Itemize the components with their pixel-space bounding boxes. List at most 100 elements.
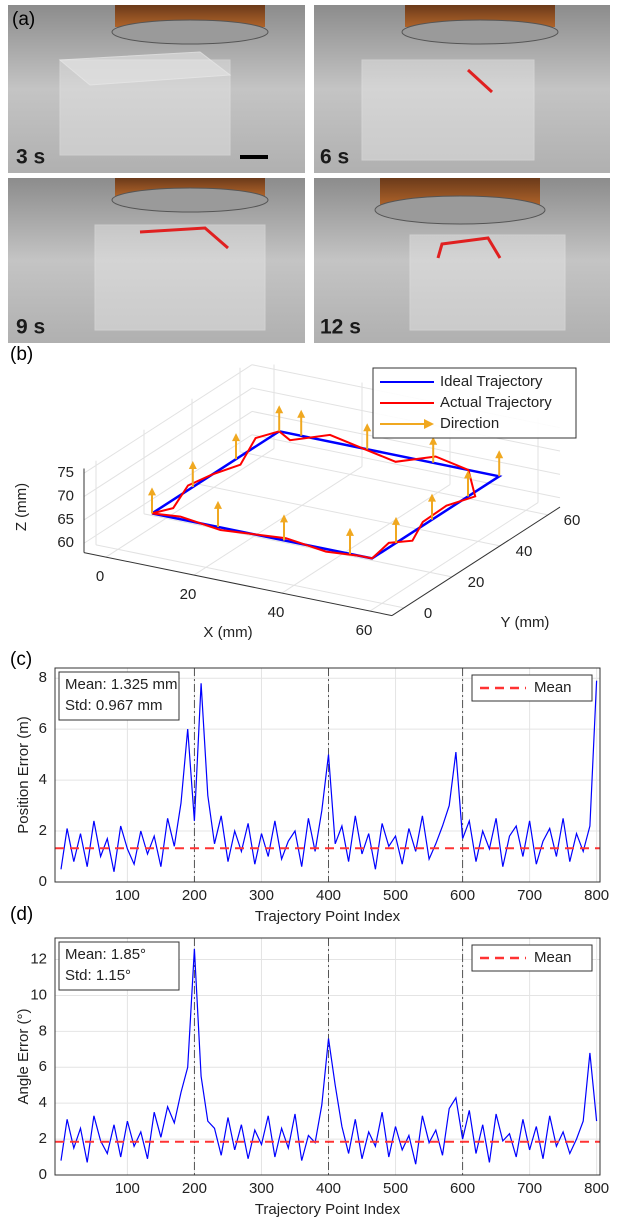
legend-label: Mean — [534, 679, 572, 696]
x-tick-label: 400 — [316, 1180, 341, 1197]
grid-line — [83, 364, 253, 474]
y-tick-label: 2 — [39, 1130, 47, 1147]
error-line — [60, 948, 598, 1165]
x-tick-label: 200 — [182, 1180, 207, 1197]
grid-line — [369, 502, 539, 612]
direction-arrow — [214, 500, 222, 527]
x-tick-label: 600 — [450, 887, 475, 904]
trajectory-line — [151, 430, 477, 560]
stats-text: Mean: 1.325 mm — [65, 676, 178, 693]
x-tick-label: 20 — [180, 586, 197, 603]
x-tick-label: 500 — [383, 1180, 408, 1197]
grid-line — [83, 434, 253, 544]
x-tick-label: 800 — [584, 887, 609, 904]
z-tick-label: 75 — [57, 464, 74, 481]
direction-arrow — [275, 405, 284, 432]
x-tick-label: 700 — [517, 1180, 542, 1197]
y-axis-label: Y (mm) — [501, 614, 550, 631]
arrow-part — [148, 487, 156, 496]
x-tick-label: 200 — [182, 887, 207, 904]
y-tick-label: 20 — [468, 574, 485, 591]
direction-arrow — [232, 433, 240, 460]
y-tick-label: 0 — [39, 1166, 47, 1183]
y-tick-label: 10 — [30, 986, 47, 1003]
panel-label: (d) — [10, 904, 33, 925]
y-tick-label: 40 — [516, 543, 533, 560]
panel-label: (c) — [10, 649, 32, 670]
photo-label: 3 s — [16, 146, 45, 169]
grid-line — [251, 434, 561, 499]
z-axis-label: Z (mm) — [13, 483, 30, 531]
x-tick-label: 500 — [383, 887, 408, 904]
stats-text: Std: 0.967 mm — [65, 697, 163, 714]
direction-arrow — [464, 470, 472, 497]
y-tick-label: 6 — [39, 1058, 47, 1075]
panel-label: (b) — [10, 344, 33, 365]
direction-arrow — [297, 409, 306, 436]
legend-swatch — [424, 419, 434, 429]
grid-line — [105, 448, 275, 558]
x-axis-label: X (mm) — [203, 624, 252, 641]
photo-label: 9 s — [16, 316, 45, 339]
x-tick-label: 800 — [584, 1180, 609, 1197]
x-tick-label: 700 — [517, 887, 542, 904]
grid-line — [251, 410, 561, 475]
x-tick-label: 600 — [450, 1180, 475, 1197]
arrow-part — [232, 433, 240, 442]
y-tick-label: 0 — [39, 873, 47, 890]
x-tick-label: 300 — [249, 887, 274, 904]
plot-frame — [54, 937, 601, 1176]
y-tick-label: 4 — [39, 771, 47, 788]
arrow-part — [280, 514, 288, 523]
stats-box — [58, 941, 180, 991]
x-tick-label: 400 — [316, 887, 341, 904]
arrow-part — [275, 405, 284, 414]
y-tick-label: 8 — [39, 1022, 47, 1039]
grid-line — [281, 484, 451, 594]
arrow-part — [464, 470, 472, 479]
direction-arrow — [188, 461, 197, 488]
photo-label: 12 s — [320, 316, 361, 339]
x-tick-label: 100 — [115, 887, 140, 904]
grid-line — [191, 482, 501, 547]
arrow-part — [363, 423, 372, 432]
y-tick-label: 60 — [564, 512, 581, 529]
legend-label: Direction — [440, 415, 499, 432]
z-tick-label: 70 — [57, 488, 74, 505]
photo: 3 s (a) — [8, 5, 305, 173]
axis-line — [83, 552, 393, 617]
y-axis-label: Position Error (m) — [15, 716, 32, 834]
direction-arrow — [148, 487, 156, 514]
arrow-part — [297, 409, 306, 418]
legend-label: Mean — [534, 949, 572, 966]
y-tick-label: 2 — [39, 822, 47, 839]
stats-text: Std: 1.15° — [65, 967, 131, 984]
grid-line — [83, 387, 253, 497]
arrow-part — [392, 516, 400, 525]
y-tick-label: 0 — [424, 605, 432, 622]
direction-arrow — [392, 516, 400, 543]
z-tick-label: 65 — [57, 511, 74, 528]
y-axis-label: Angle Error (°) — [15, 1008, 32, 1104]
y-tick-label: 8 — [39, 669, 47, 686]
direction-arrow — [429, 436, 438, 463]
grid-line — [239, 451, 549, 516]
y-tick-label: 4 — [39, 1094, 47, 1111]
x-tick-label: 100 — [115, 1180, 140, 1197]
grid-line — [143, 513, 453, 578]
photo-label: 6 s — [320, 146, 349, 169]
legend-label: Ideal Trajectory — [440, 373, 543, 390]
legend-label: Actual Trajectory — [440, 394, 552, 411]
arrow-part — [428, 493, 436, 502]
arrow-part — [188, 461, 197, 470]
z-tick-label: 60 — [57, 534, 74, 551]
stats-text: Mean: 1.85° — [65, 946, 146, 963]
arrow-part — [495, 450, 504, 459]
direction-arrow — [495, 450, 504, 477]
axis-line — [391, 506, 561, 617]
direction-arrow — [428, 493, 436, 520]
direction-arrow — [346, 527, 354, 554]
direction-arrow — [280, 514, 288, 541]
